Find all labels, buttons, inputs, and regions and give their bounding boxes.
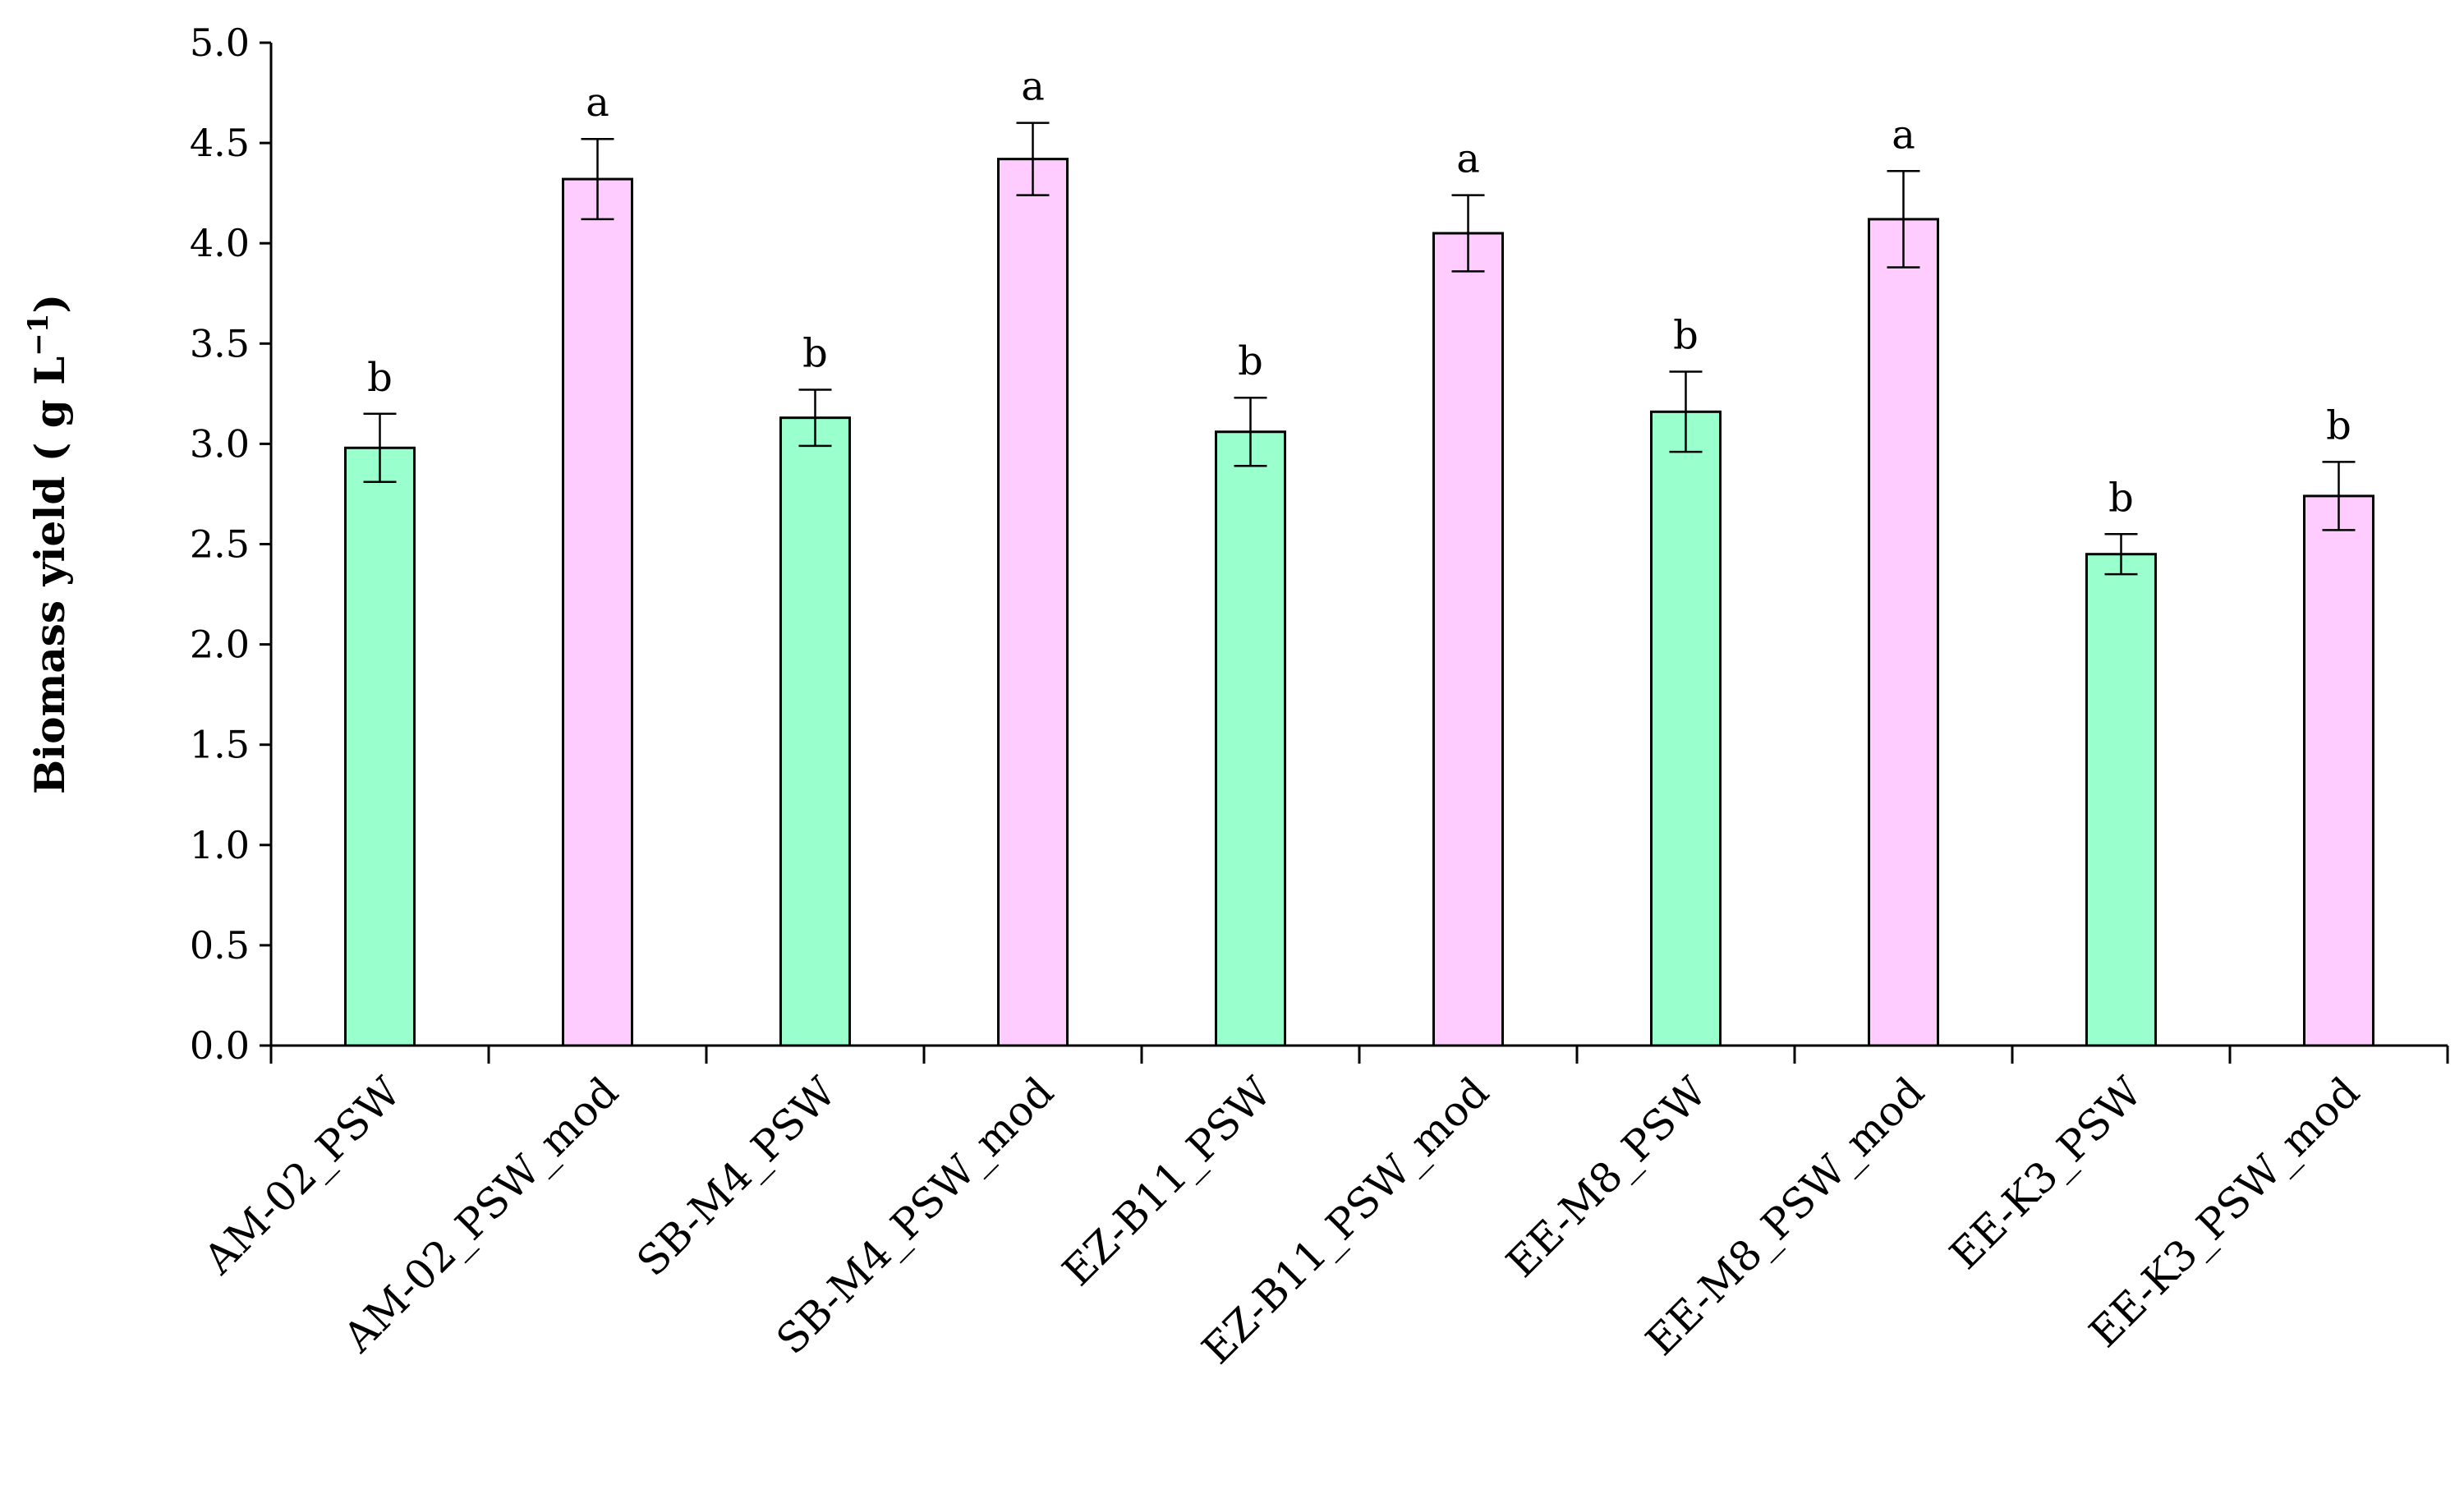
error-bar [798,388,832,448]
error-bar [2104,533,2138,576]
bar-ez-b11-psw [1215,430,1286,1047]
y-tick-label: 5.0 [190,21,250,65]
error-bar [1887,170,1920,269]
x-axis-ticks [269,1046,2449,1064]
category-label: SB-M4_PSW [627,1068,845,1285]
significance-label: b [2326,402,2351,448]
bar-ee-k3-psw [2085,553,2157,1047]
y-tick-label: 2.5 [190,522,250,567]
bar-ee-m8-psw [1650,410,1722,1047]
error-bar [1016,122,1050,196]
bar-ee-k3-psw-mod [2303,494,2374,1047]
bar-am-02-psw-mod [562,177,633,1047]
bar-ee-m8-psw-mod [1868,218,1939,1047]
bar-sb-m4-psw [779,416,851,1047]
y-axis-ticks: 0.0 0.5 1.0 1.5 2.0 2.5 3.0 3.5 4.0 4.5 5.0 [190,21,271,1068]
bars [344,158,2374,1047]
category-label: EE-M8_PSW [1497,1068,1716,1286]
significance-label: a [1021,64,1045,110]
bar-sb-m4-psw-mod [997,158,1069,1047]
category-label: AM-02_PSW [195,1068,411,1284]
category-label: EZ-B11_PSW [1054,1068,1281,1295]
significance-label: b [2108,475,2134,521]
y-tick-label: 3.0 [190,421,250,466]
y-axis-title-superscript: −1 [22,314,55,356]
error-bar [1234,396,1267,467]
y-axis-title-main: Biomass yield ( g L [25,356,74,794]
y-tick-label: 3.5 [190,321,250,365]
y-tick-label: 2.0 [190,623,250,667]
y-tick-label: 0.0 [190,1023,250,1068]
significance-label: b [367,355,393,401]
error-bar [363,412,397,484]
error-bars [363,122,2356,576]
y-axis-title-end: ) [25,294,74,314]
bar-am-02-psw [344,446,416,1047]
bar-ez-b11-psw-mod [1432,232,1504,1047]
y-tick-label: 4.5 [190,121,250,165]
y-axis-title-group: Biomass yield ( g L−1) [22,294,74,794]
y-tick-label: 1.5 [190,723,250,767]
significance-label: a [1456,136,1480,182]
error-bar [581,137,614,221]
significance-label: b [1673,312,1699,358]
significance-label: b [802,330,828,376]
error-bar [1451,194,1485,273]
error-bar [2322,461,2356,531]
error-bar [1669,370,1703,453]
y-tick-label: 1.0 [190,823,250,867]
significance-label: a [586,80,609,126]
y-axis-title: Biomass yield ( g L−1) [22,294,74,794]
y-tick-label: 0.5 [190,923,250,968]
category-label: EE-K3_PSW [1941,1068,2152,1279]
significance-labels: b a b a b a b a b b [367,64,2351,522]
significance-label: b [1238,338,1263,384]
y-tick-label: 4.0 [190,221,250,265]
significance-label: a [1892,112,1915,158]
